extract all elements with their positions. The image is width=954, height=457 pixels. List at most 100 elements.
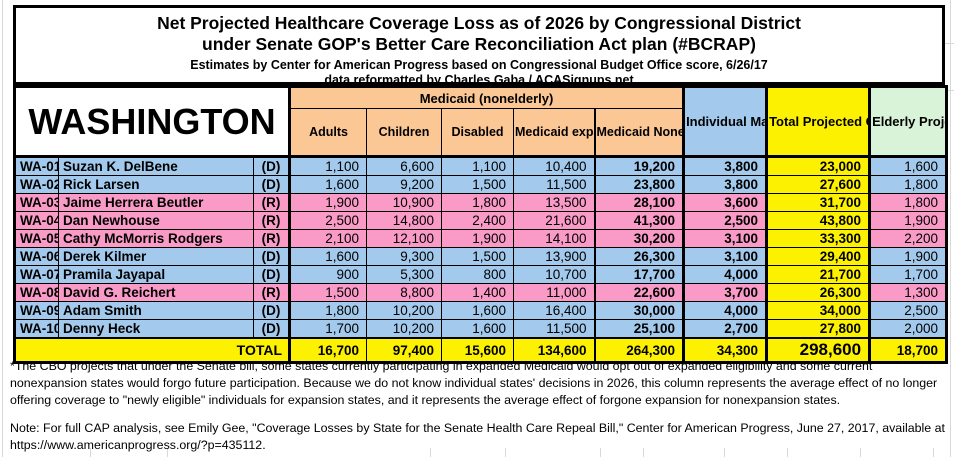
title-credit-line: data reformatted by Charles Gaba / ACASi… [324,73,634,87]
gridline [643,448,644,457]
col-header-subtotal: Medicaid Nonelderly subtotal [593,108,686,158]
elderly-cell: 2,200 [869,229,948,248]
disabled-cell: 1,500 [441,247,515,266]
page-title-line2: under Senate GOP's Better Care Reconcili… [202,34,756,54]
table-row: WA-09 Adam Smith (D) 1,800 10,200 1,600 … [14,301,948,320]
party-cell: (D) [252,156,292,176]
district-cell: WA-06 [14,247,59,266]
col-header-children: Children [366,108,443,158]
expansion-cell: 16,400 [513,301,596,320]
individual-market-cell: 3,100 [683,247,769,266]
district-cell: WA-05 [14,229,59,248]
subtotal-cell: 28,100 [593,193,686,212]
subtotal-cell: 26,300 [593,247,686,266]
expansion-cell: 13,900 [513,247,596,266]
individual-market-cell: 4,000 [683,265,769,284]
rep-name-cell: Dan Newhouse [58,211,254,230]
children-cell: 12,100 [366,229,443,248]
total-loss-cell: 34,000 [766,301,872,320]
children-cell: 10,900 [366,193,443,212]
subtotal-cell: 17,700 [593,265,686,284]
table-row: WA-05 Cathy McMorris Rodgers (R) 2,100 1… [14,229,948,248]
gridline [2,0,3,457]
party-cell: (D) [252,247,292,266]
table-row: WA-02 Rick Larsen (D) 1,600 9,200 1,500 … [14,175,948,194]
gridline [787,448,788,457]
party-cell: (R) [252,193,292,212]
col-header-individual-market: Individual Market [682,86,769,158]
subtotal-cell: 41,300 [593,211,686,230]
total-children: 97,400 [366,337,443,363]
disabled-cell: 1,500 [441,175,515,194]
party-cell: (D) [252,265,292,284]
rep-name-cell: Derek Kilmer [58,247,254,266]
title-box: Net Projected Healthcare Coverage Loss a… [13,5,945,87]
adults-cell: 1,900 [289,193,368,212]
total-row: TOTAL 16,700 97,400 15,600 134,600 264,3… [13,337,948,363]
medicaid-group-header: Medicaid (nonelderly) [289,86,685,109]
party-cell: (D) [252,301,292,320]
col-header-expansion: Medicaid expansion* [513,108,596,158]
expansion-cell: 10,700 [513,265,596,284]
adults-cell: 1,700 [289,319,368,339]
expansion-cell: 11,500 [513,175,596,194]
expansion-cell: 13,500 [513,193,596,212]
district-cell: WA-08 [14,283,59,302]
total-loss-cell: 43,800 [766,211,872,230]
elderly-cell: 1,600 [869,156,948,176]
gridline [933,448,934,457]
adults-cell: 1,500 [289,283,368,302]
expansion-cell: 10,400 [513,156,596,176]
cbo-footnote: *The CBO projects that under the Senate … [10,359,938,407]
adults-cell: 2,500 [289,211,368,230]
disabled-cell: 1,800 [441,193,515,212]
elderly-cell: 1,800 [869,193,948,212]
adults-cell: 1,600 [289,247,368,266]
total-loss-cell: 27,600 [766,175,872,194]
header-columns-row: Adults Children Disabled Medicaid expans… [15,108,947,158]
total-loss-cell: 31,700 [766,193,872,212]
table-row: WA-07 Pramila Jayapal (D) 900 5,300 800 … [14,265,948,284]
subtotal-cell: 25,100 [593,319,686,339]
total-loss-cell: 29,400 [766,247,872,266]
district-cell: WA-07 [14,265,59,284]
party-cell: (D) [252,175,292,194]
disabled-cell: 1,600 [441,319,515,339]
rep-name-cell: Adam Smith [58,301,254,320]
disabled-cell: 800 [441,265,515,284]
rep-name-cell: Cathy McMorris Rodgers [58,229,254,248]
children-cell: 8,800 [366,283,443,302]
children-cell: 14,800 [366,211,443,230]
adults-cell: 1,600 [289,175,368,194]
subtotal-cell: 30,200 [593,229,686,248]
total-disabled: 15,600 [441,337,515,363]
adults-cell: 1,100 [289,156,368,176]
subtotal-cell: 23,800 [593,175,686,194]
district-cell: WA-02 [14,175,59,194]
elderly-cell: 1,700 [869,265,948,284]
disabled-cell: 1,100 [441,156,515,176]
gridline [505,448,506,457]
children-cell: 5,300 [366,265,443,284]
rep-name-cell: Pramila Jayapal [58,265,254,284]
gridline [724,448,725,457]
children-cell: 6,600 [366,156,443,176]
expansion-cell: 21,600 [513,211,596,230]
disabled-cell: 1,600 [441,301,515,320]
gridline [600,448,601,457]
total-loss-cell: 26,300 [766,283,872,302]
gridline [945,90,954,91]
district-cell: WA-01 [14,156,59,176]
gridline [430,448,431,457]
party-cell: (D) [252,319,292,339]
total-individual-market: 34,300 [683,337,769,363]
party-cell: (R) [252,229,292,248]
rep-name-cell: Rick Larsen [58,175,254,194]
subtotal-cell: 22,600 [593,283,686,302]
children-cell: 10,200 [366,301,443,320]
state-title: WASHINGTON [13,86,292,158]
individual-market-cell: 3,700 [683,283,769,302]
col-header-disabled: Disabled [441,108,515,158]
elderly-cell: 1,800 [869,175,948,194]
party-cell: (R) [252,283,292,302]
